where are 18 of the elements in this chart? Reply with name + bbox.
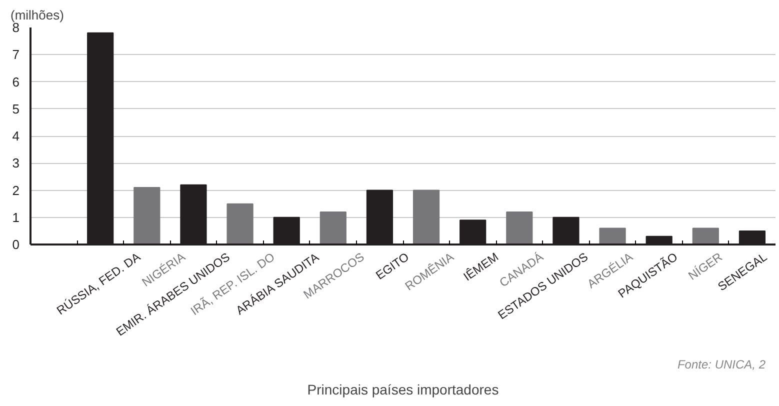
bar: [134, 187, 160, 244]
y-tick-label: 5: [12, 101, 20, 116]
bar: [412, 190, 440, 244]
bar: [226, 203, 254, 244]
y-tick-label: 1: [12, 210, 20, 225]
y-tick-label: 0: [12, 237, 20, 252]
bar: [506, 211, 533, 244]
y-axis-title: (milhões): [10, 8, 64, 22]
bar: [320, 211, 346, 244]
source-note: Fonte: UNICA, 2: [677, 358, 766, 372]
y-tick-label: 7: [12, 47, 20, 62]
x-axis-title: Principais países importadores: [307, 382, 499, 398]
bar: [599, 228, 626, 244]
y-tick-label: 4: [12, 128, 20, 144]
y-tick-label: 6: [12, 74, 20, 90]
y-tick-label: 3: [12, 156, 20, 171]
y-tick-label: 2: [12, 182, 20, 198]
bar: [692, 228, 719, 244]
